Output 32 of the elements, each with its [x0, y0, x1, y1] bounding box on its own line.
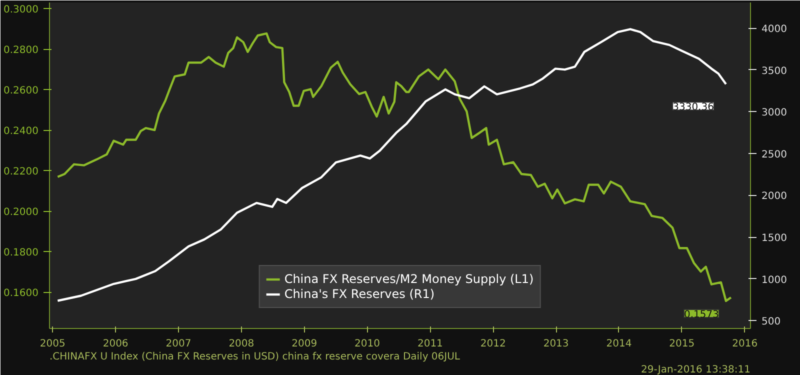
- x-tick-label: 2008: [228, 338, 254, 350]
- x-tick-label: 2005: [40, 338, 66, 350]
- legend-label: China FX Reserves/M2 Money Supply (L1): [284, 272, 534, 286]
- y-tick-label: 0.2000: [4, 207, 39, 218]
- x-tick-label: 2006: [102, 338, 128, 350]
- y-tick-label: 0.1600: [4, 288, 39, 300]
- y2-tick-label: 3000: [762, 108, 787, 119]
- y2-tick-label: 4000: [762, 24, 787, 36]
- y2-tick-label: 1500: [762, 233, 787, 244]
- y-tick-label: 0.1800: [4, 248, 39, 259]
- x-tick-label: 2016: [732, 338, 758, 350]
- x-tick-label: 2014: [606, 338, 632, 350]
- text: .CHINAFX U Index (China FX Reserves in USD) china fx reserve covera Daily 06JUL: [50, 352, 460, 362]
- y2-tick-label: 500: [762, 316, 781, 328]
- y2-tick-label: 3500: [762, 66, 787, 77]
- x-tick-label: 2009: [292, 338, 318, 350]
- legend-label: China's FX Reserves (R1): [284, 287, 435, 301]
- y2-tick-label: 1000: [762, 274, 787, 286]
- y-tick-label: 0.2600: [4, 86, 39, 97]
- x-tick-label: 2015: [669, 338, 695, 350]
- y2-tick-label: 2000: [762, 191, 787, 202]
- y-tick-label: 0.2200: [4, 166, 39, 178]
- x-tick-label: 2013: [543, 338, 569, 350]
- y-tick-label: 0.2400: [4, 126, 39, 138]
- x-tick-label: 2010: [354, 338, 380, 350]
- x-tick-label: 2012: [480, 338, 506, 350]
- y2-tick-label: 2500: [762, 149, 787, 160]
- y-tick-label: 0.2800: [4, 45, 39, 56]
- y-tick-label: 0.3000: [4, 4, 39, 16]
- text: 29-Jan-2016 13:38:11: [641, 364, 750, 375]
- x-tick-label: 2011: [417, 338, 443, 350]
- x-tick-label: 2007: [166, 338, 192, 350]
